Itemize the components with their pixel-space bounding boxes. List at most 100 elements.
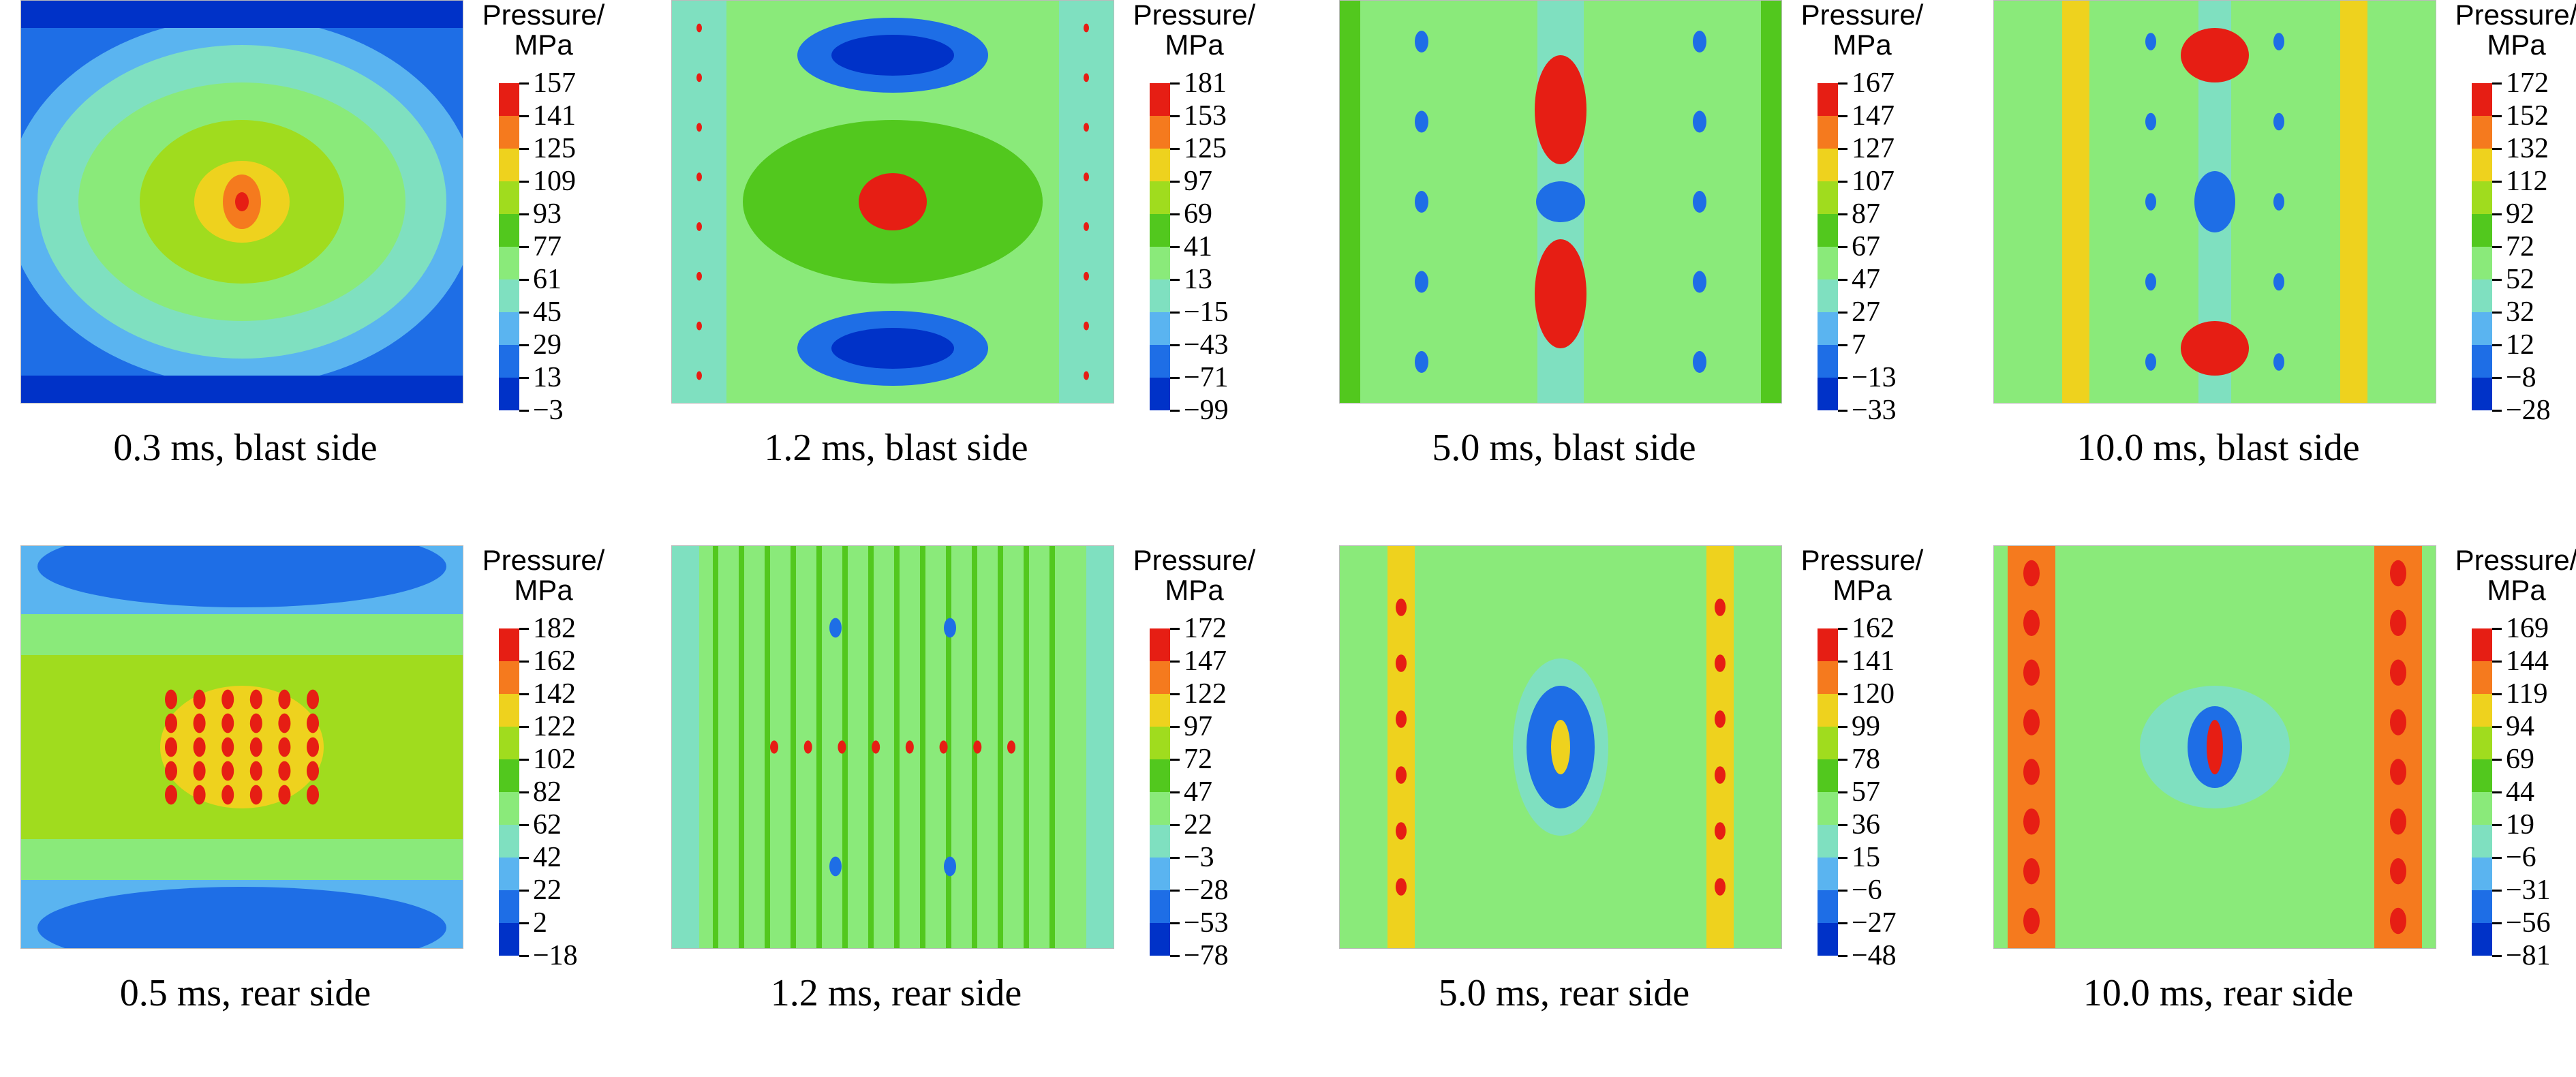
pressure-spot	[2023, 907, 2040, 935]
legend-swatch	[2472, 345, 2492, 378]
pressure-spot	[1415, 191, 1428, 213]
legend-tick	[2492, 955, 2502, 957]
legend-tick-label: 61	[533, 264, 562, 295]
contour-region	[920, 546, 925, 948]
pressure-spot	[1007, 740, 1015, 754]
contour-region	[2194, 171, 2235, 232]
legend-swatch	[1818, 890, 1838, 923]
pressure-spot	[165, 689, 177, 710]
legend-tick-label: 87	[1852, 198, 1880, 230]
pressure-spot	[2390, 560, 2406, 587]
legend-swatch	[1150, 694, 1170, 727]
legend-swatch	[1818, 279, 1838, 312]
pressure-spot	[973, 740, 982, 754]
legend-tick	[1838, 410, 1847, 412]
panel-caption: 0.3 ms, blast side	[113, 427, 378, 469]
legend-swatch	[499, 149, 519, 181]
pressure-spot	[1396, 598, 1407, 616]
pressure-contour-plot	[1339, 545, 1782, 949]
legend-tick	[2492, 181, 2502, 183]
pressure-spot	[307, 737, 319, 757]
legend-tick-label: 144	[2506, 646, 2549, 677]
legend-tick-label: 127	[1852, 133, 1895, 164]
color-legend: Pressure/MPa 182 162 142 122 102 82 62 42 22 2 −18	[477, 545, 641, 971]
pressure-contour-plot	[1993, 545, 2436, 949]
legend-tick-label: −56	[2506, 907, 2551, 939]
legend-title-line: Pressure/	[2455, 0, 2576, 31]
legend-tick-label: 147	[1852, 100, 1895, 132]
legend-tick-label: 152	[2506, 100, 2549, 132]
pressure-spot	[249, 713, 262, 733]
pressure-peak	[235, 192, 249, 211]
contour-region	[37, 546, 446, 607]
legend-tick	[519, 661, 529, 663]
legend-swatch	[1150, 792, 1170, 825]
legend-swatch	[1150, 247, 1170, 279]
contour-region	[2008, 546, 2055, 948]
color-legend: Pressure/MPa 157 141 125 109 93 77 61 45 29 13 −3	[477, 0, 641, 425]
contour-region	[894, 546, 900, 948]
legend-swatch	[499, 628, 519, 661]
legend-tick	[1838, 759, 1847, 761]
pressure-spot	[803, 740, 812, 754]
legend-swatch	[499, 279, 519, 312]
legend-tick	[2492, 344, 2502, 346]
pressure-spot	[1715, 822, 1726, 840]
legend-swatch	[2472, 825, 2492, 858]
legend-swatch	[2472, 923, 2492, 956]
legend-tick	[1838, 115, 1847, 117]
legend-tick-label: −3	[533, 395, 564, 426]
legend-tick-label: 181	[1184, 67, 1227, 99]
pressure-spot	[1084, 123, 1089, 132]
pressure-spot	[1715, 710, 1726, 728]
contour-region	[1536, 181, 1585, 222]
legend-tick	[1838, 213, 1847, 215]
pressure-spot	[2023, 709, 2040, 735]
pressure-spot	[696, 123, 702, 132]
legend-unit: MPa	[514, 574, 573, 606]
legend-title-line: Pressure/	[1800, 0, 1924, 31]
pressure-spot	[193, 761, 206, 781]
legend-tick-label: 122	[1184, 678, 1227, 710]
color-legend: Pressure/MPa 172 152 132 112 92 72 52 32 12 −8 −28	[2450, 0, 2576, 425]
pressure-spot	[770, 740, 778, 754]
legend-swatch	[1150, 628, 1170, 661]
contour-graphic	[1340, 546, 1781, 948]
legend-tick-label: −8	[2506, 362, 2536, 393]
pressure-contour-plot	[1993, 0, 2436, 404]
pressure-spot	[1715, 878, 1726, 896]
contour-region	[1049, 546, 1055, 948]
legend-tick	[1838, 661, 1847, 663]
legend-tick-label: 13	[1184, 264, 1212, 295]
pressure-spot	[905, 740, 914, 754]
pressure-spot	[193, 713, 206, 733]
pressure-spot	[221, 713, 234, 733]
legend-tick-label: −6	[1852, 875, 1882, 906]
panel-caption: 0.5 ms, rear side	[119, 972, 371, 1014]
legend-tick	[519, 377, 529, 379]
contour-region	[1340, 1, 1360, 403]
legend-tick-label: 67	[1852, 231, 1880, 262]
contour-graphic	[1994, 546, 2436, 948]
legend-swatch	[499, 116, 519, 149]
legend-swatch	[1150, 378, 1170, 410]
legend-title: Pressure/MPa	[1796, 545, 1929, 605]
panel-caption: 1.2 ms, rear side	[770, 972, 1022, 1014]
legend-tick-label: 172	[2506, 67, 2549, 99]
contour-region	[816, 546, 822, 948]
legend-swatch	[2472, 149, 2492, 181]
legend-tick	[2492, 890, 2502, 892]
legend-tick	[2492, 410, 2502, 412]
legend-title: Pressure/MPa	[477, 0, 610, 60]
legend-tick-label: 120	[1852, 678, 1895, 710]
legend-title-line: Pressure/	[482, 0, 605, 31]
contour-region	[2062, 1, 2089, 403]
legend-tick-label: 57	[1852, 776, 1880, 808]
legend-tick	[1838, 312, 1847, 314]
legend-tick	[2492, 824, 2502, 826]
legend-swatch	[1818, 214, 1838, 247]
legend-tick	[1838, 148, 1847, 150]
legend-tick	[2492, 857, 2502, 859]
legend-swatch	[1818, 858, 1838, 890]
legend-tick	[2492, 312, 2502, 314]
